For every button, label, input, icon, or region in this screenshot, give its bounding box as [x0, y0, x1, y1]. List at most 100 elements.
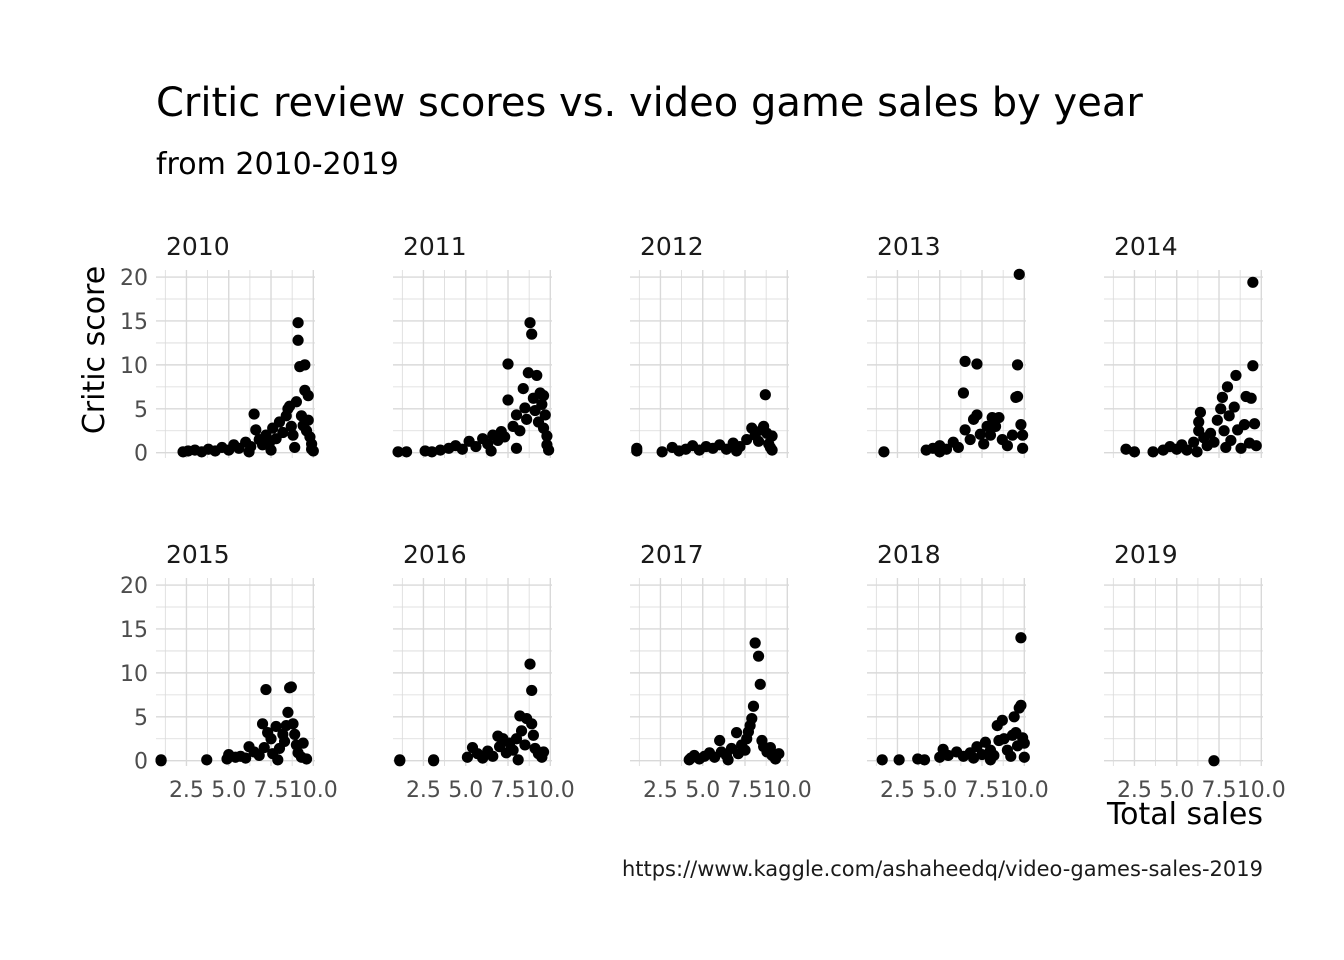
data-point	[1128, 446, 1141, 458]
facet-panel-2017: 2017 2.5 5.0 7.5 10.0	[630, 540, 812, 803]
facet-panel-2014: 2014	[1104, 232, 1263, 458]
x-tick-label: 7.5	[1202, 778, 1237, 803]
data-point	[527, 729, 539, 741]
data-point	[752, 650, 765, 662]
data-point	[426, 446, 438, 458]
x-tick-label: 10.0	[526, 778, 575, 803]
data-point	[656, 446, 668, 458]
data-point	[957, 387, 970, 399]
data-point	[248, 408, 260, 420]
data-point	[1208, 755, 1220, 767]
data-point	[1216, 391, 1229, 403]
facet-label: 2014	[1114, 232, 1178, 261]
data-point	[1018, 737, 1030, 749]
data-point	[307, 445, 319, 457]
facet-label: 2016	[403, 540, 467, 569]
data-point	[876, 754, 888, 766]
x-tick-label: 10.0	[1237, 778, 1286, 803]
data-point	[289, 728, 301, 740]
x-tick-label: 5.0	[1159, 778, 1194, 803]
data-point	[392, 446, 404, 458]
data-point	[302, 414, 314, 426]
x-tick-label: 2.5	[169, 778, 204, 803]
facet-panel-2018: 2018 2.5 5.0 7.5 10.0	[867, 540, 1049, 803]
data-point	[976, 748, 988, 761]
data-point	[1120, 443, 1132, 455]
data-point	[1013, 268, 1025, 280]
data-point	[918, 754, 931, 766]
data-point	[741, 433, 753, 446]
data-point	[541, 430, 553, 442]
data-point	[434, 444, 446, 456]
y-tick-label: 5	[134, 398, 148, 423]
data-point	[289, 441, 301, 454]
data-point	[277, 426, 289, 439]
data-point	[746, 712, 758, 725]
data-point	[1204, 427, 1217, 440]
data-point	[1017, 442, 1029, 454]
data-point	[1211, 414, 1223, 426]
data-point	[543, 444, 555, 456]
data-point	[394, 755, 406, 767]
data-point	[256, 718, 269, 730]
data-point	[964, 433, 976, 446]
data-point	[285, 420, 297, 432]
facet-panel-2011: 2011	[392, 232, 555, 458]
x-tick-label: 10.0	[1000, 778, 1049, 803]
facet-label: 2011	[403, 232, 467, 261]
x-tick-label: 2.5	[406, 778, 441, 803]
data-point	[1017, 429, 1029, 441]
data-point	[959, 424, 971, 436]
data-point	[461, 751, 474, 763]
y-axis-title: Critic score	[77, 266, 112, 434]
y-tick-label: 20	[120, 266, 148, 291]
data-point	[1235, 442, 1247, 454]
data-point	[1230, 369, 1242, 382]
data-point	[971, 358, 983, 370]
data-point	[270, 720, 282, 733]
data-point	[265, 733, 277, 745]
data-point	[766, 430, 778, 442]
y-tick-label: 15	[120, 310, 148, 335]
data-point	[155, 755, 167, 767]
data-point	[517, 382, 529, 395]
data-point	[531, 369, 543, 382]
data-point	[240, 752, 252, 764]
data-point	[514, 425, 526, 437]
x-tick-label: 2.5	[643, 778, 678, 803]
data-point	[487, 750, 499, 762]
data-point	[1011, 390, 1024, 403]
data-point	[978, 438, 990, 450]
y-tick-label: 5	[134, 706, 148, 731]
data-point	[243, 446, 255, 458]
data-point	[502, 394, 514, 406]
data-point	[998, 733, 1010, 745]
facet-label: 2012	[640, 232, 704, 261]
data-point	[536, 398, 548, 411]
data-point	[759, 389, 771, 401]
y-tick-label: 10	[120, 354, 148, 379]
data-point	[752, 435, 765, 447]
data-point	[290, 396, 302, 408]
data-point	[1005, 750, 1017, 762]
data-point	[526, 328, 538, 340]
data-point	[749, 637, 761, 649]
data-point	[537, 746, 550, 758]
data-point	[1218, 425, 1230, 437]
data-point	[302, 390, 314, 402]
data-point	[993, 411, 1005, 424]
y-tick-label: 0	[134, 750, 148, 775]
data-point	[272, 754, 284, 766]
data-point	[1248, 418, 1261, 430]
data-point	[1228, 401, 1240, 413]
data-point	[893, 754, 905, 766]
data-point	[287, 718, 299, 730]
data-point	[250, 424, 262, 436]
data-point	[285, 681, 297, 693]
data-point	[292, 317, 304, 329]
data-point	[297, 737, 309, 749]
data-point	[1015, 632, 1027, 644]
data-point	[974, 428, 986, 440]
facet-panel-2013: 2013	[867, 232, 1029, 458]
data-point	[714, 734, 726, 747]
